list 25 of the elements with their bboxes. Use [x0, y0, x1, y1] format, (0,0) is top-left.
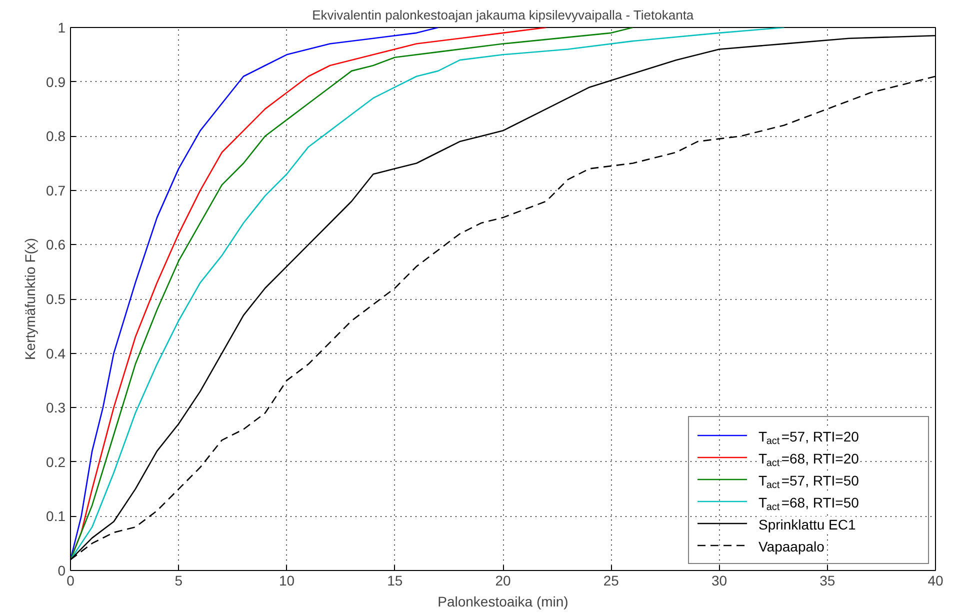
x-tick-label: 20	[495, 572, 511, 588]
y-tick-label: 0.4	[46, 345, 66, 362]
x-tick-label: 40	[928, 572, 944, 588]
y-tick-label: 0.6	[46, 236, 66, 253]
y-tick-label: 0.9	[46, 74, 66, 90]
y-tick-label: 0	[58, 562, 66, 578]
y-tick-label: 0.2	[46, 454, 66, 470]
y-tick-label: 1	[58, 20, 66, 36]
chart-title: Ekvivalentin palonkestoajan jakauma kipsilevyvaipalla - Tietokanta	[312, 8, 694, 22]
x-tick-label: 30	[711, 572, 728, 588]
y-axis-title: Kertymäfunktio F(x)	[22, 238, 38, 360]
x-tick-label: 35	[820, 572, 836, 588]
legend-label: Vapaapalo	[758, 538, 825, 554]
y-tick-label: 0.3	[46, 400, 66, 416]
y-tick-label: 0.7	[46, 182, 66, 198]
x-tick-label: 15	[387, 572, 403, 588]
legend-label: Sprinklattu EC1	[758, 516, 856, 532]
x-axis-title: Palonkestoaika (min)	[438, 594, 568, 610]
x-tick-label: 25	[603, 572, 620, 588]
y-tick-label: 0.5	[46, 291, 66, 307]
y-tick-label: 0.1	[46, 508, 66, 524]
x-tick-label: 10	[278, 572, 295, 588]
line-series	[70, 28, 634, 560]
y-tick-label: 0.8	[46, 128, 66, 144]
x-tick-label: 5	[174, 572, 183, 588]
